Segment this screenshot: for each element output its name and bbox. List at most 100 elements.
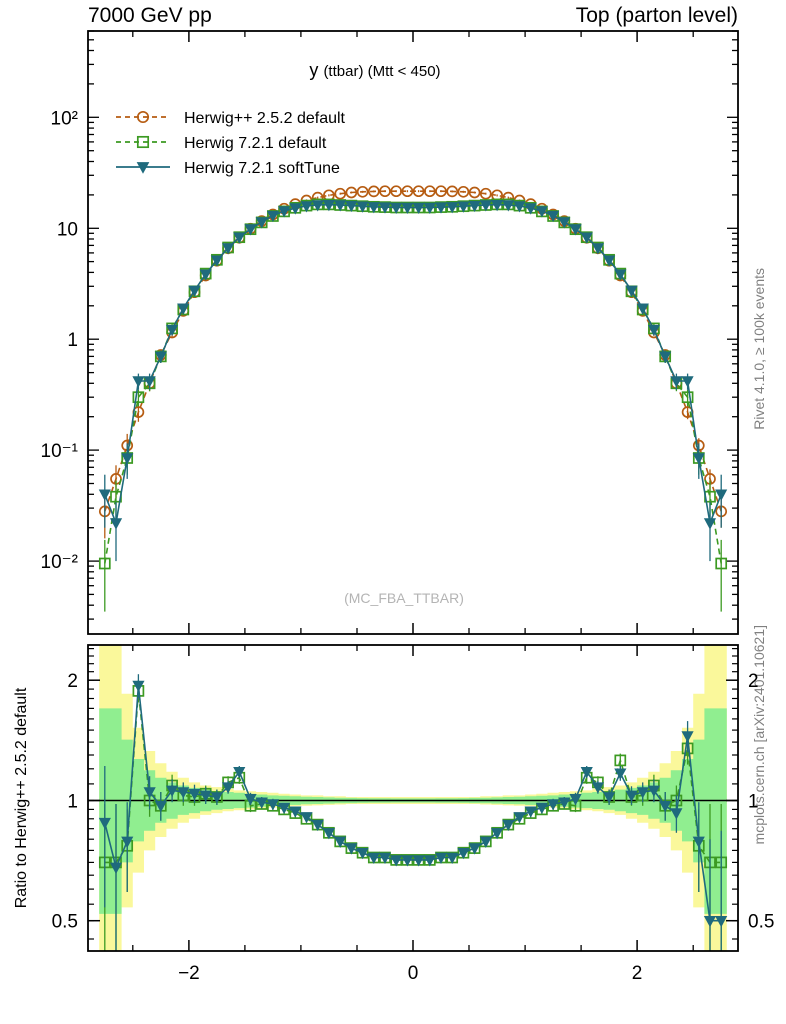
marker-triangle-down <box>390 202 403 215</box>
marker-triangle-down <box>356 848 369 860</box>
main-y-tick-label: 10² <box>51 108 78 129</box>
marker-circle <box>423 185 436 198</box>
marker-triangle-down <box>423 202 436 215</box>
marker-triangle-down <box>136 162 150 174</box>
series-1 <box>98 185 728 539</box>
marker-triangle-down <box>524 806 537 818</box>
marker-triangle-down <box>546 799 560 811</box>
marker-square <box>136 135 150 149</box>
marker-triangle-down <box>659 801 672 813</box>
legend-label: Herwig++ 2.5.2 default <box>184 110 346 127</box>
marker-triangle-down <box>289 806 302 818</box>
marker-triangle-down <box>322 828 336 840</box>
marker-triangle-down <box>569 224 582 236</box>
ratio-y-tick-label-right: 0.5 <box>748 912 774 933</box>
marker-triangle-down <box>154 801 167 813</box>
ratio-uncertainty-bands <box>99 645 727 951</box>
marker-triangle-down <box>233 767 246 779</box>
marker-triangle-down <box>502 819 515 832</box>
series-3 <box>98 200 728 562</box>
marker-triangle-down <box>625 790 638 802</box>
legend-item-3[interactable]: Herwig 7.2.1 softTune <box>116 160 340 177</box>
marker-triangle-down <box>457 201 470 213</box>
marker-triangle-down <box>266 799 280 811</box>
marker-triangle-down <box>177 787 190 799</box>
marker-triangle-down <box>446 202 459 214</box>
marker-circle <box>345 186 358 199</box>
marker-triangle-down <box>412 202 425 215</box>
x-tick-label: −2 <box>178 963 200 984</box>
marker-circle <box>457 185 470 198</box>
marker-circle <box>367 185 380 198</box>
ratio-series-line <box>104 690 722 864</box>
marker-circle <box>446 185 459 198</box>
marker-triangle-down <box>457 848 470 860</box>
marker-triangle-down <box>647 785 661 797</box>
marker-circle <box>334 187 347 200</box>
marker-triangle-down <box>132 680 145 693</box>
marker-triangle-down <box>591 782 605 794</box>
marker-triangle-down <box>322 200 336 212</box>
marker-triangle-down <box>715 489 728 501</box>
marker-triangle-down <box>603 255 616 267</box>
marker-triangle-down <box>367 202 380 214</box>
marker-triangle-down <box>670 808 683 820</box>
marker-triangle-down <box>278 206 291 218</box>
marker-triangle-down <box>311 200 324 212</box>
marker-square <box>614 754 627 767</box>
x-tick-label: 0 <box>408 963 419 984</box>
marker-triangle-down <box>434 202 448 214</box>
side-text-mcplots: mcplots.cern.ch [arXiv:2401.10621] <box>751 625 767 844</box>
marker-triangle-down <box>580 767 593 779</box>
ratio-y-tick-label-right: 2 <box>748 671 759 692</box>
marker-circle <box>379 185 391 198</box>
ratio-y-tick-label-left: 1 <box>67 792 78 813</box>
marker-triangle-down <box>311 819 324 832</box>
marker-triangle-down <box>558 797 571 809</box>
marker-triangle-down <box>524 203 537 215</box>
marker-circle <box>435 185 447 198</box>
marker-triangle-down <box>558 217 571 229</box>
marker-triangle-down <box>401 855 414 867</box>
marker-circle <box>479 187 492 200</box>
marker-triangle-down <box>401 202 414 215</box>
marker-circle <box>356 185 369 198</box>
marker-triangle-down <box>703 916 717 928</box>
marker-triangle-down <box>591 243 605 255</box>
marker-triangle-down <box>636 787 649 799</box>
marker-triangle-down <box>300 812 313 824</box>
ratio-y-axis-label: Ratio to Herwig++ 2.5.2 default <box>13 687 30 908</box>
marker-triangle-down <box>692 836 705 848</box>
marker-triangle-down <box>535 802 548 815</box>
legend: Herwig++ 2.5.2 default Herwig 7.2.1 defau… <box>116 110 346 177</box>
marker-triangle-down <box>132 376 145 388</box>
marker-triangle-down <box>278 802 291 815</box>
marker-triangle-down <box>199 269 212 281</box>
plot-title-main: y <box>309 60 323 80</box>
marker-triangle-down <box>199 790 212 802</box>
marker-triangle-down <box>188 285 201 298</box>
marker-triangle-down <box>390 855 403 867</box>
marker-triangle-down <box>121 453 134 465</box>
marker-circle <box>412 185 425 198</box>
marker-circle <box>136 110 150 124</box>
marker-triangle-down <box>614 269 627 281</box>
marker-triangle-down <box>490 828 504 840</box>
marker-triangle-down <box>681 376 694 388</box>
legend-item-1[interactable]: Herwig++ 2.5.2 default <box>116 110 346 127</box>
marker-triangle-down <box>423 855 436 867</box>
marker-square <box>715 557 728 570</box>
marker-triangle-down <box>165 785 179 797</box>
marker-triangle-down <box>412 855 425 867</box>
band-green <box>99 708 727 914</box>
marker-triangle-down <box>502 200 515 212</box>
legend-label: Herwig 7.2.1 default <box>184 135 327 152</box>
marker-triangle-down <box>121 836 134 848</box>
legend-item-2[interactable]: Herwig 7.2.1 default <box>116 135 327 152</box>
marker-triangle-down <box>266 210 280 223</box>
marker-triangle-down <box>255 217 268 229</box>
marker-triangle-down <box>715 916 728 928</box>
series-line <box>104 190 722 512</box>
marker-triangle-down <box>221 782 235 794</box>
